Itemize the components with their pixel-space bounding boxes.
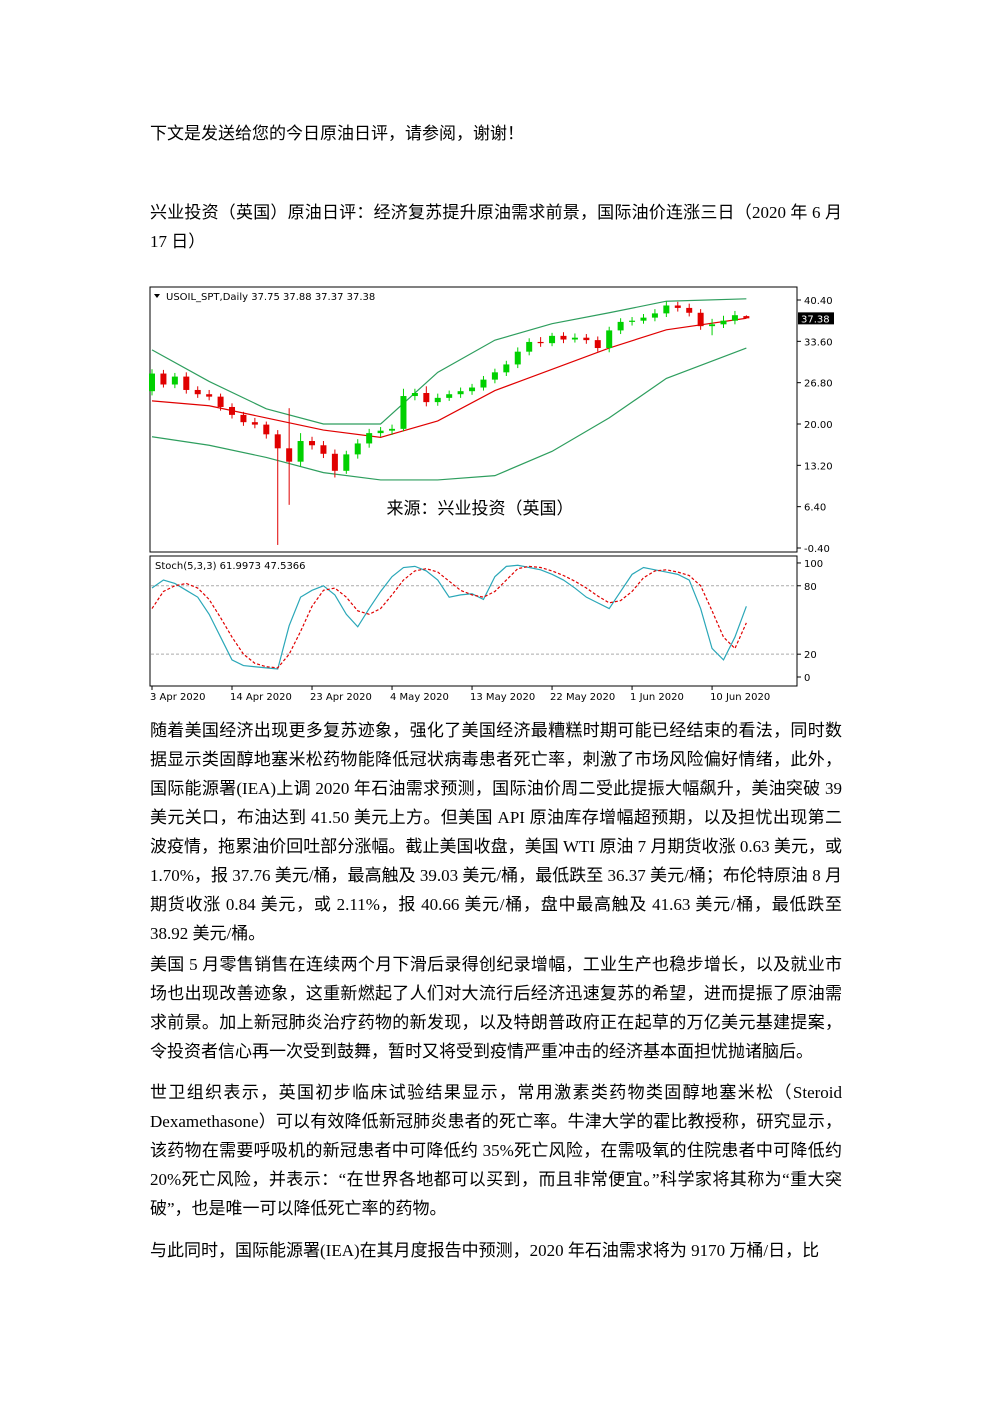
candle-body: [297, 441, 304, 462]
candle-body: [194, 389, 201, 395]
candle-body: [720, 320, 727, 325]
candle-body: [423, 393, 430, 403]
candle-body: [686, 307, 693, 313]
candle-body: [491, 372, 498, 380]
y-tick-label: -0.40: [804, 544, 830, 555]
chart-header: USOIL_SPT,Daily 37.75 37.88 37.37 37.38: [166, 292, 375, 303]
band-line: [151, 298, 747, 425]
doc-title: 兴业投资（英国）原油日评：经济复苏提升原油需求前景，国际油价连涨三日（2020 …: [150, 203, 842, 251]
y-tick-label: 0: [804, 673, 810, 684]
y-tick-label: 20.00: [804, 420, 833, 431]
candle-body: [160, 373, 167, 385]
candle-body: [583, 337, 590, 341]
candle-body: [617, 321, 624, 331]
paragraph: 随着美国经济出现更多复苏迹象，强化了美国经济最糟糕时期可能已经结束的看法，同时数…: [150, 721, 842, 943]
candle-body: [457, 391, 464, 395]
candle-body: [743, 316, 750, 319]
stoch-label: Stoch(5,3,3) 61.9973 47.5366: [155, 561, 306, 572]
candle-body: [229, 406, 236, 415]
intro: 下文是发送给您的今日原油日评，请参阅，谢谢！: [150, 124, 524, 143]
candle-body: [571, 337, 578, 340]
candle-body: [206, 394, 213, 397]
y-tick-label: 40.40: [804, 296, 833, 307]
candle-body: [526, 341, 533, 352]
candle-body: [183, 376, 190, 390]
paragraph: 世卫组织表示，英国初步临床试验结果显示，常用激素类药物类固醇地塞米松（Stero…: [150, 1083, 842, 1218]
candle-body: [651, 313, 658, 318]
x-tick-label: 4 May 2020: [390, 692, 449, 703]
candle-body: [434, 397, 441, 403]
paragraph: 美国 5 月零售销售在连续两个月下滑后录得创纪录增幅，工业生产也稳步增长，以及就…: [150, 955, 842, 1061]
y-tick-label: 33.60: [804, 337, 833, 348]
candle-body: [697, 312, 704, 327]
candle-body: [217, 396, 224, 407]
band-line: [151, 347, 747, 481]
x-tick-label: 3 Apr 2020: [150, 692, 205, 703]
candle-body: [263, 424, 270, 435]
candle-body: [709, 324, 716, 327]
y-tick-label: 20: [804, 650, 817, 661]
candle-body: [354, 443, 361, 455]
candle-body: [640, 317, 647, 321]
chart: USOIL_SPT,Daily 37.75 37.88 37.37 37.38 …: [149, 286, 834, 703]
candle-body: [629, 320, 636, 322]
stoch-line: [151, 564, 747, 670]
stoch-line: [151, 565, 747, 669]
candle-body: [240, 414, 247, 423]
y-tick-label: 100: [804, 559, 823, 570]
candle-body: [366, 433, 373, 444]
y-tick-label: 80: [804, 582, 817, 593]
candle-body: [549, 335, 556, 344]
annotation: 来源：兴业投资（英国）: [387, 499, 574, 519]
candle-body: [503, 364, 510, 373]
x-tick-label: 14 Apr 2020: [230, 692, 292, 703]
candle-body: [606, 330, 613, 349]
candle-body: [343, 454, 350, 471]
y-tick-label: 13.20: [804, 461, 833, 472]
candle-body: [400, 396, 407, 429]
candle-body: [389, 428, 396, 431]
candle-body: [309, 441, 316, 446]
candle-body: [377, 430, 384, 434]
menu-icon: [154, 294, 160, 298]
candle-body: [274, 434, 281, 449]
candle-body: [149, 373, 155, 392]
x-tick-label: 10 Jun 2020: [710, 692, 770, 703]
candle-body: [411, 393, 418, 397]
price-panel: [149, 286, 798, 553]
candle-body: [171, 376, 178, 385]
candle-body: [286, 448, 293, 462]
candle-body: [446, 394, 453, 398]
x-tick-label: 22 May 2020: [550, 692, 615, 703]
x-tick-label: 1 Jun 2020: [630, 692, 684, 703]
candle-body: [594, 340, 601, 349]
candle-body: [674, 305, 681, 308]
y-tick-label: 26.80: [804, 379, 833, 390]
candle-body: [480, 379, 487, 388]
candle-body: [331, 453, 338, 471]
candle-body: [514, 351, 521, 365]
candle-body: [320, 445, 327, 454]
price-box: [798, 312, 834, 325]
candle-body: [251, 422, 258, 425]
price-label: 37.38: [801, 314, 830, 325]
band-line: [151, 317, 747, 438]
candle-body: [560, 335, 567, 340]
candle-body: [469, 387, 476, 392]
candle-body: [731, 315, 738, 321]
x-tick-label: 23 Apr 2020: [310, 692, 372, 703]
paragraph: 与此同时，国际能源署(IEA)在其月度报告中预测，2020 年石油需求将为 91…: [150, 1241, 820, 1260]
candle-body: [663, 305, 670, 314]
x-tick-label: 13 May 2020: [470, 692, 535, 703]
y-tick-label: 6.40: [804, 503, 826, 514]
candle-body: [537, 341, 544, 344]
